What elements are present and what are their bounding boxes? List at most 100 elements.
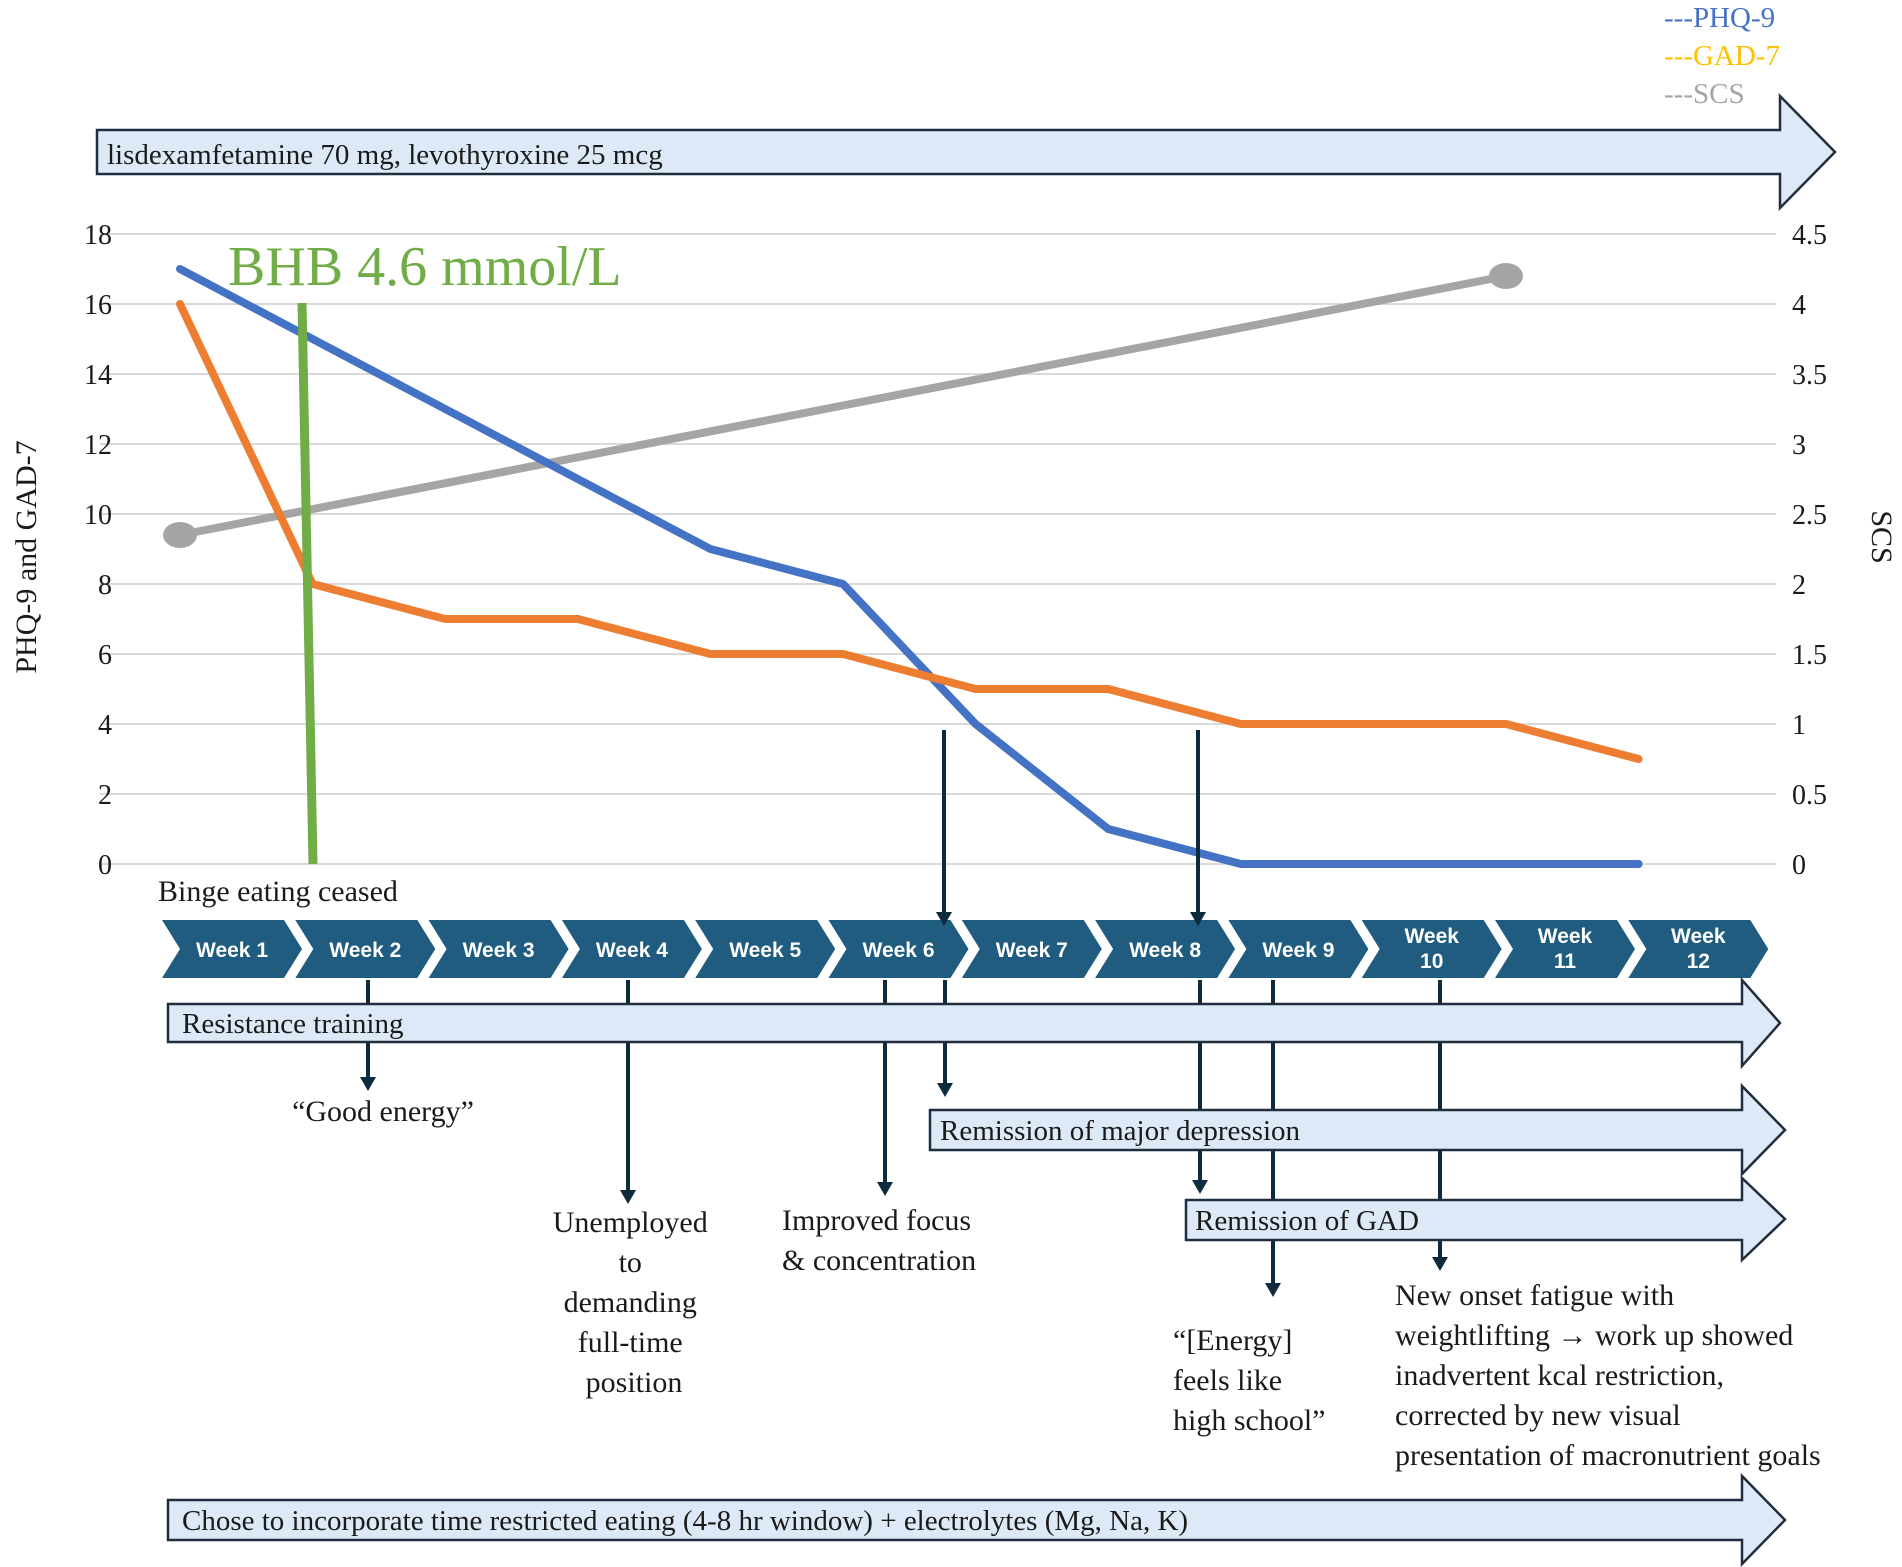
remission-depression-band: Remission of major depression [928, 1082, 1787, 1178]
left-tick-label: 10 [84, 500, 112, 531]
legend-phq9-label: ---PHQ-9 [1664, 2, 1775, 34]
left-tick-label: 14 [84, 360, 112, 391]
resistance-band: Resistance training [166, 976, 1782, 1070]
tre-band: Chose to incorporate time restricted eat… [166, 1472, 1787, 1567]
week-chevron-shape [162, 920, 302, 978]
week-chevron: Week 5 [695, 920, 836, 978]
annotation-fatigue-line: New onset fatigue with [1395, 1279, 1674, 1312]
annotation-employment-line: Unemployed [553, 1206, 708, 1239]
legend: ---PHQ-9 ---GAD-7 ---SCS [1664, 2, 1780, 110]
tre-arrow [166, 1472, 1787, 1567]
gridlines [100, 233, 1776, 865]
week-chevron-shape [1361, 920, 1502, 978]
arrowhead [1432, 1257, 1448, 1271]
annotation-good-energy-line: “Good energy” [292, 1095, 474, 1128]
annotation-employment-line: position [586, 1366, 683, 1399]
week-chevron: Week 9 [1228, 920, 1369, 978]
binge-label: Binge eating ceased [158, 875, 398, 908]
annotation-energy-hs-line: feels like [1173, 1364, 1282, 1397]
right-tick-label: 1 [1792, 710, 1806, 741]
week-label: Week [1671, 925, 1726, 948]
week-label: Week 1 [196, 939, 268, 962]
arrowhead [877, 1182, 893, 1196]
right-axis-label: SCS [1865, 510, 1898, 563]
week-chevron: Week 6 [828, 920, 969, 978]
week-chevrons: Week 1 Week 2 Week 3 Week 4 Week 5 Week 6 Week… [162, 920, 1769, 978]
left-tick-label: 6 [98, 640, 112, 671]
legend-scs: ---SCS [1664, 78, 1745, 110]
resistance-label: Resistance training [182, 1008, 403, 1040]
annotation-focus: Improved focus & concentration [782, 1204, 979, 1277]
series-line-scs [176, 272, 1510, 539]
week-chevron-shape [1228, 920, 1369, 978]
legend-phq9: ---PHQ-9 [1664, 2, 1775, 34]
remission-depression-label: Remission of major depression [940, 1115, 1301, 1147]
series-line-gad7 [176, 300, 1643, 763]
tre-label: Chose to incorporate time restricted eat… [182, 1505, 1188, 1537]
bhb-marker: BHB 4.6 mmol/L [228, 236, 622, 865]
week-label: Week 8 [1129, 939, 1201, 962]
week-chevron: Week 2 [295, 920, 436, 978]
right-tick-label: 1.5 [1792, 640, 1827, 671]
score-chart: 0 2 4 6 8 10 12 14 16 18 0 0.5 1 1.5 2 2.5 3 3.5 4 4.5 [84, 220, 1827, 881]
annotation-fatigue-line: presentation of macronutrient goals [1395, 1439, 1821, 1472]
right-tick-label: 4 [1792, 290, 1806, 321]
week-chevron-shape [961, 920, 1102, 978]
week-chevron: Week 8 [1095, 920, 1236, 978]
week-chevron-shape [695, 920, 836, 978]
annotation-fatigue-line: corrected by new visual [1395, 1399, 1681, 1432]
week-chevron-shape [1095, 920, 1236, 978]
week-chevron-shape [1495, 920, 1635, 978]
week-label: 12 [1687, 950, 1710, 973]
annotation-fatigue-line: weightlifting → work up showed [1395, 1319, 1793, 1352]
week-label: Week [1538, 925, 1593, 948]
right-tick-label: 3 [1792, 430, 1806, 461]
annotation-energy-high-school: “[Energy] feels like high school” [1173, 1324, 1325, 1437]
right-tick-label: 3.5 [1792, 360, 1827, 391]
right-tick-label: 2 [1792, 570, 1806, 601]
week-chevron: Week 4 [561, 920, 702, 978]
annotation-focus-line: & concentration [782, 1244, 976, 1277]
remission-gad-label: Remission of GAD [1195, 1205, 1419, 1237]
week-label: Week 6 [863, 939, 935, 962]
week-label: Week 7 [996, 939, 1068, 962]
left-tick-label: 0 [98, 850, 112, 881]
week-label: Week 3 [463, 939, 535, 962]
week-label: 10 [1420, 950, 1443, 973]
arrowhead [937, 1083, 953, 1097]
week-chevron-shape [1628, 920, 1769, 978]
week-label: Week 2 [329, 939, 401, 962]
week-label: Week 9 [1262, 939, 1334, 962]
annotation-employment-line: full-time [578, 1326, 683, 1359]
legend-gad7: ---GAD-7 [1664, 40, 1780, 72]
week-label: Week [1404, 925, 1459, 948]
week-chevron-shape [428, 920, 569, 978]
left-axis-label: PHQ-9 and GAD-7 [10, 440, 43, 673]
left-tick-label: 4 [98, 710, 112, 741]
series-layer [163, 263, 1643, 868]
week-chevron-shape [561, 920, 702, 978]
week-label: 11 [1554, 950, 1577, 973]
series-line-phq9 [176, 265, 1643, 868]
annotation-energy-hs-line: “[Energy] [1173, 1324, 1292, 1357]
left-tick-label: 18 [84, 220, 112, 251]
scs-point [163, 522, 197, 548]
left-axis-ticks: 0 2 4 6 8 10 12 14 16 18 [84, 220, 112, 881]
arrowhead [1265, 1283, 1281, 1297]
annotation-employment-line: to [619, 1246, 642, 1279]
left-tick-label: 16 [84, 290, 112, 321]
arrowhead [1190, 912, 1206, 926]
week-chevron-shape [828, 920, 969, 978]
right-tick-label: 0 [1792, 850, 1806, 881]
arrowhead [936, 912, 952, 926]
annotation-employment-line: demanding [564, 1286, 697, 1319]
remission-depression-arrow [928, 1082, 1787, 1178]
remission-gad-arrow [1184, 1175, 1787, 1263]
bhb-label: BHB 4.6 mmol/L [228, 236, 622, 298]
annotation-fatigue-line: inadvertent kcal restriction, [1395, 1359, 1724, 1392]
week-chevron: Week 3 [428, 920, 569, 978]
right-tick-label: 2.5 [1792, 500, 1827, 531]
